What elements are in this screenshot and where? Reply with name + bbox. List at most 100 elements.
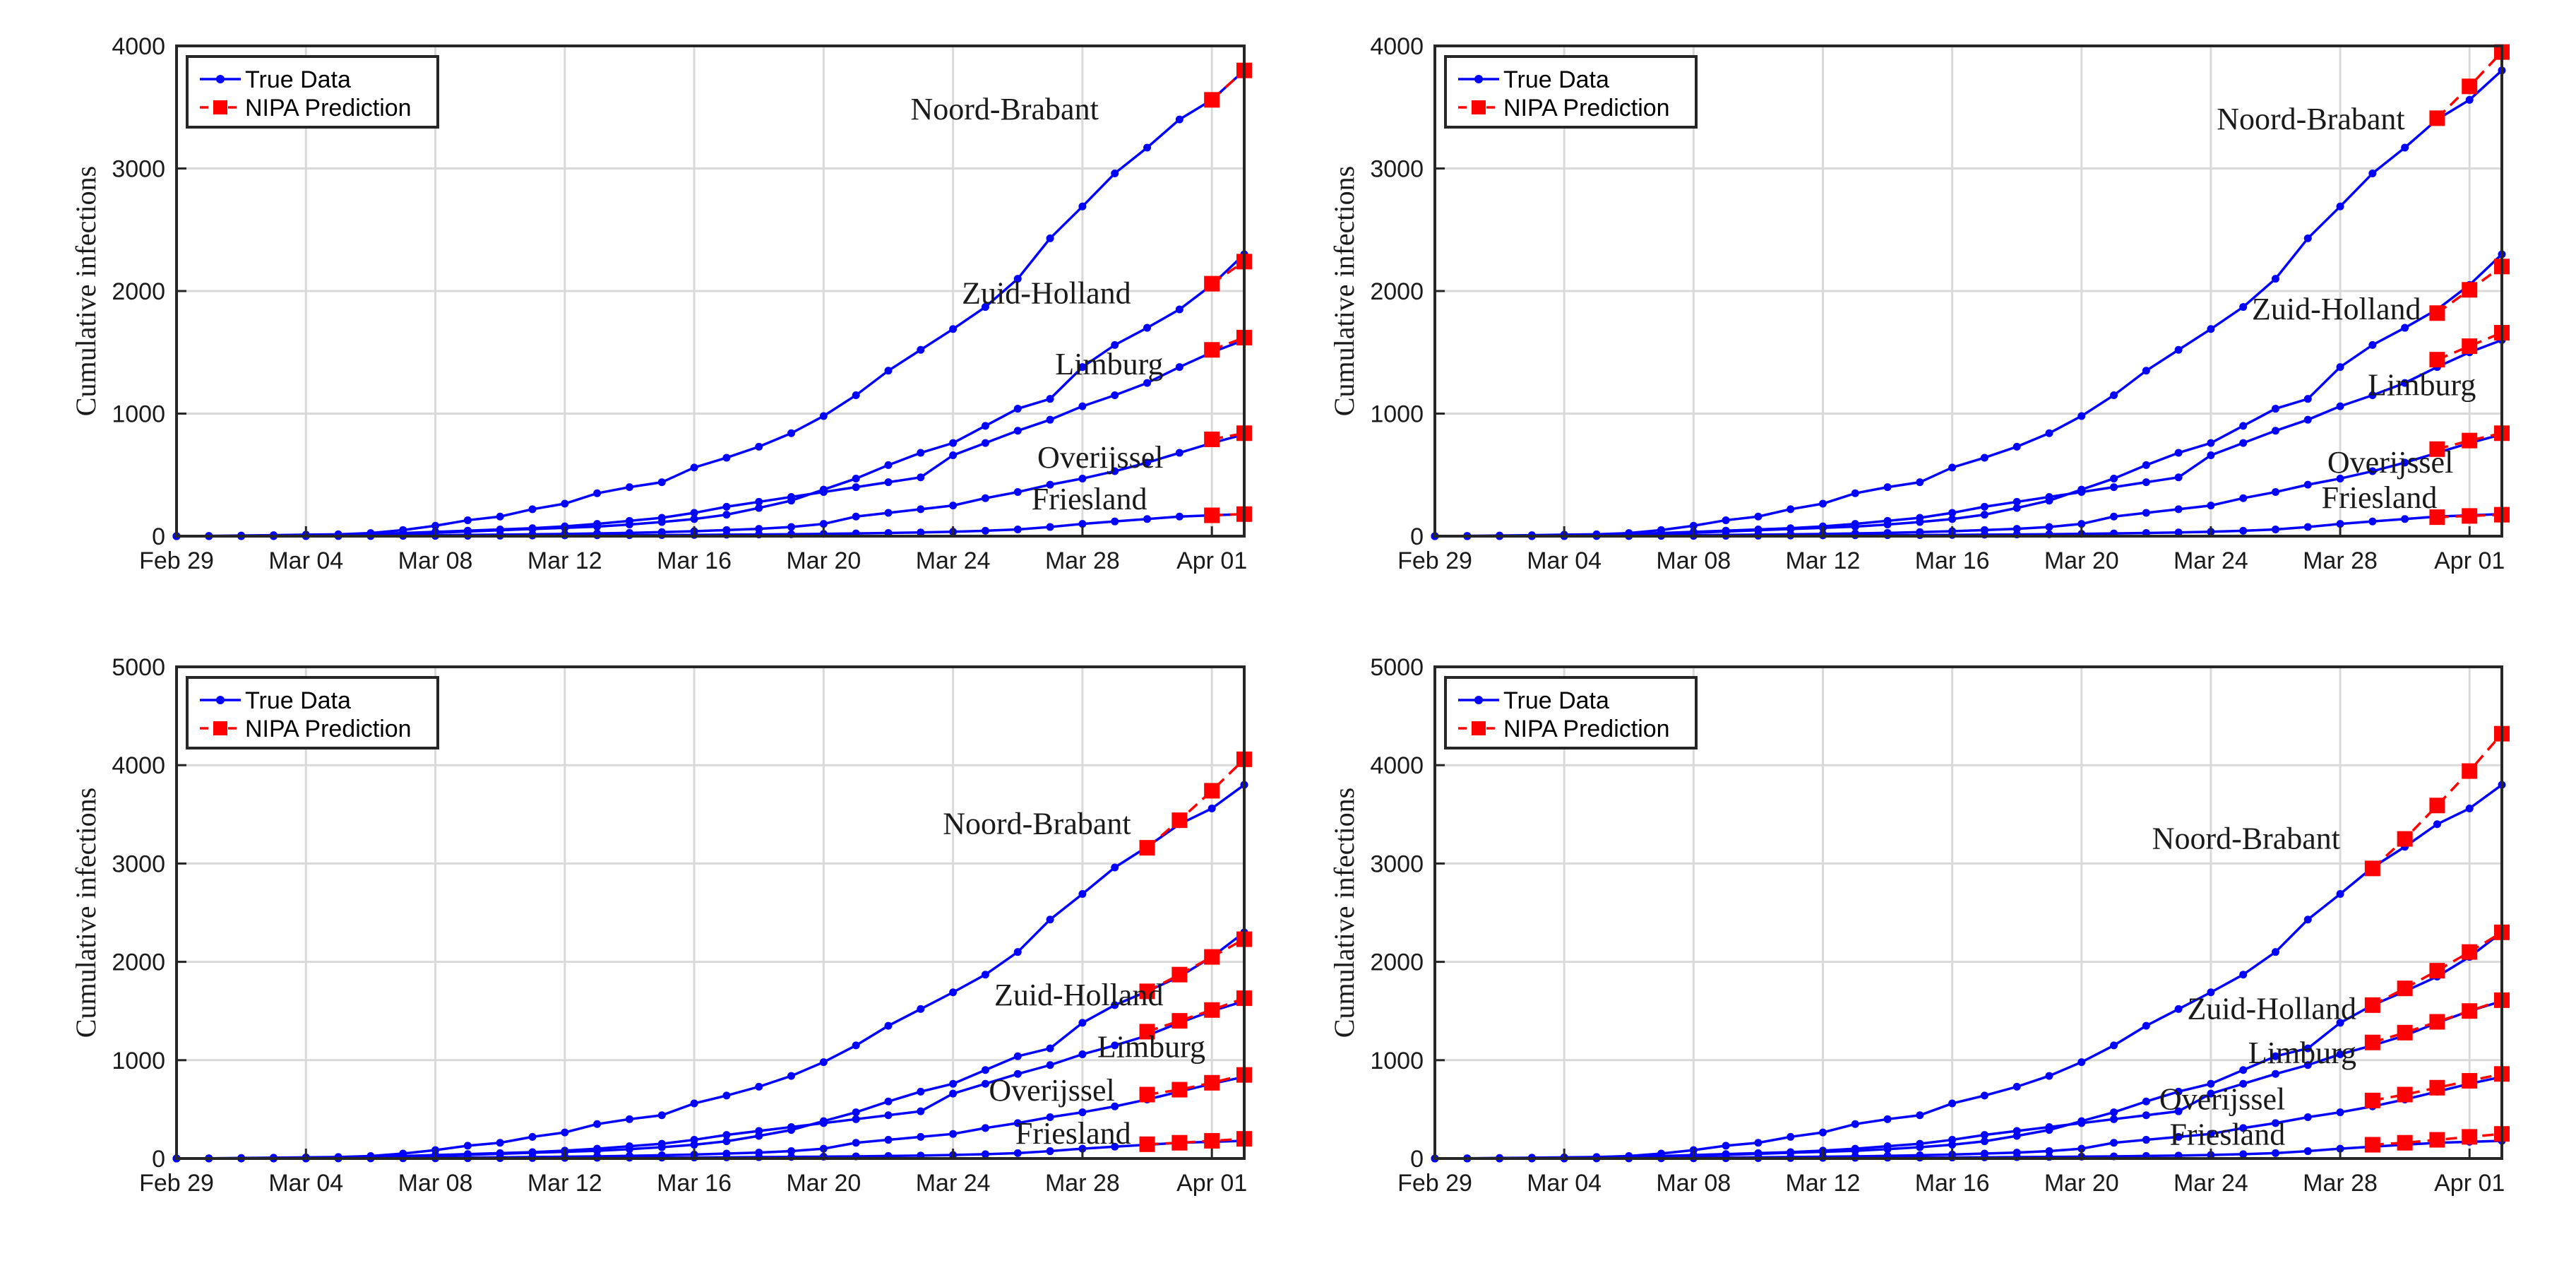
- true-data-point: [2174, 345, 2183, 354]
- true-data-point: [2142, 478, 2150, 487]
- true-data-point: [1111, 863, 1119, 872]
- true-data-line-limburg: [176, 338, 1245, 538]
- prediction-point: [1139, 840, 1155, 856]
- y-tick-label: 2000: [1370, 949, 1424, 976]
- true-data-point: [787, 1072, 796, 1080]
- series-label: Friesland: [2169, 1118, 2285, 1152]
- x-tick-label: Feb 29: [1397, 1170, 1472, 1197]
- x-tick-label: Apr 01: [2434, 1170, 2505, 1197]
- legend-pred-label: NIPA Prediction: [245, 716, 412, 742]
- true-data-point: [1818, 499, 1827, 508]
- true-data-point: [1078, 402, 1087, 410]
- x-tick-label: Mar 28: [1045, 1170, 1120, 1197]
- legend-true-marker: [1474, 75, 1483, 83]
- true-data-point: [1111, 340, 1119, 349]
- prediction-point: [2364, 997, 2380, 1013]
- true-data-point: [2271, 1149, 2279, 1157]
- x-tick-label: Apr 01: [1176, 1170, 1247, 1197]
- chart-1: Noord-Brabant Zuid-Holland Limburg Overijss…: [70, 33, 1252, 574]
- true-data-point: [1143, 324, 1152, 332]
- x-tick-label: Mar 12: [527, 1170, 602, 1197]
- x-tick-label: Mar 16: [657, 547, 732, 574]
- prediction-line-overijssel: [1147, 1073, 1245, 1096]
- true-data-point: [1208, 804, 1216, 812]
- true-data-point: [852, 483, 860, 492]
- prediction-point: [1204, 783, 1220, 799]
- series-label: Overijssel: [2159, 1082, 2285, 1116]
- true-data-point: [1916, 478, 1924, 487]
- true-data-point: [2303, 1147, 2312, 1156]
- true-data-point: [1046, 395, 1054, 403]
- true-data-point: [2271, 1119, 2279, 1127]
- prediction-point: [2462, 282, 2478, 298]
- true-data-point: [1175, 305, 1183, 314]
- true-data-point: [852, 391, 860, 399]
- true-data-point: [1111, 467, 1119, 475]
- prediction-line-friesland: [2437, 513, 2503, 518]
- true-data-point: [981, 494, 989, 502]
- prediction-point: [2429, 1014, 2445, 1030]
- true-data-point: [722, 502, 731, 511]
- series-label: Zuid-Holland: [2187, 991, 2356, 1026]
- true-data-point: [949, 439, 958, 447]
- true-data-point: [2045, 429, 2053, 437]
- legend-pred-marker: [1472, 100, 1486, 114]
- true-data-point: [1143, 143, 1152, 152]
- true-data-point: [2336, 890, 2344, 899]
- true-data-point: [981, 1079, 989, 1088]
- true-data-point: [1175, 512, 1183, 521]
- true-data-point: [2336, 474, 2344, 482]
- y-tick-label: 5000: [112, 654, 165, 681]
- legend-pred-label: NIPA Prediction: [1503, 716, 1670, 742]
- true-data-point: [1111, 1001, 1119, 1009]
- true-data-point: [1046, 1113, 1054, 1122]
- true-data-point: [1883, 483, 1892, 492]
- y-tick-label: 4000: [1370, 33, 1424, 60]
- true-data-point: [1754, 512, 1763, 521]
- true-data-point: [2174, 1005, 2183, 1013]
- true-data-point: [1948, 1136, 1957, 1144]
- true-data-point: [2336, 1019, 2344, 1027]
- true-data-point: [2174, 528, 2183, 537]
- true-data-point: [2303, 234, 2312, 242]
- true-data-point: [2303, 1113, 2312, 1122]
- true-data-point: [2368, 169, 2377, 177]
- true-data-point: [1013, 1149, 1022, 1157]
- prediction-point: [2462, 1073, 2478, 1089]
- true-data-point: [884, 367, 893, 375]
- true-data-point: [2239, 1124, 2248, 1132]
- true-data-point: [2174, 449, 2183, 457]
- true-data-point: [2110, 1139, 2118, 1147]
- true-data-point: [690, 463, 698, 472]
- true-data-point: [1046, 234, 1054, 242]
- prediction-point: [2429, 509, 2445, 526]
- true-data-point: [431, 521, 440, 530]
- true-data-point: [722, 511, 731, 519]
- true-data-point: [1013, 405, 1022, 413]
- true-data-point: [1013, 525, 1022, 533]
- prediction-point: [1204, 949, 1220, 965]
- prediction-point: [1139, 1086, 1155, 1103]
- true-data-point: [2207, 988, 2215, 997]
- true-data-point: [2174, 505, 2183, 514]
- true-data-point: [2110, 474, 2118, 482]
- true-data-point: [2077, 488, 2086, 497]
- true-data-point: [1175, 363, 1183, 372]
- prediction-point: [2364, 860, 2380, 877]
- series-label: Limburg: [2248, 1036, 2356, 1070]
- x-tick-label: Apr 01: [1176, 547, 1247, 574]
- prediction-point: [1171, 812, 1188, 829]
- true-data-point: [2303, 523, 2312, 531]
- legend-box: [1444, 55, 1698, 129]
- true-data-point: [2239, 1079, 2248, 1088]
- true-data-point: [1013, 275, 1022, 283]
- true-data-point: [2142, 509, 2150, 517]
- true-data-point: [2465, 95, 2474, 104]
- prediction-point: [1204, 1132, 1220, 1149]
- chart-2: Noord-Brabant Zuid-Holland Limburg Overijss…: [1328, 33, 2510, 574]
- true-data-point: [2271, 948, 2279, 956]
- true-data-point: [2271, 1069, 2279, 1078]
- true-data-point: [1046, 1044, 1054, 1053]
